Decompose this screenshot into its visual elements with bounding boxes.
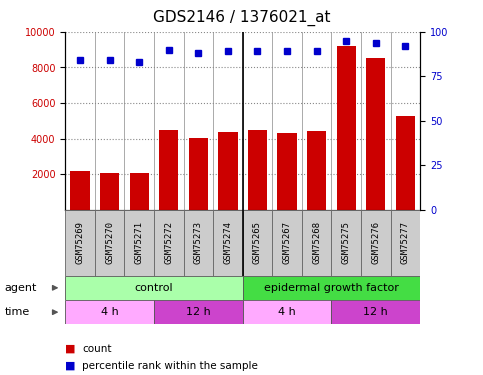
- Text: GDS2146 / 1376021_at: GDS2146 / 1376021_at: [153, 9, 330, 26]
- Text: GSM75276: GSM75276: [371, 221, 380, 264]
- Text: GSM75265: GSM75265: [253, 221, 262, 264]
- Bar: [391, 210, 420, 276]
- Text: time: time: [5, 307, 30, 317]
- Text: ■: ■: [65, 344, 76, 354]
- Bar: [366, 58, 385, 210]
- Bar: [65, 210, 95, 276]
- Bar: [396, 116, 415, 210]
- Text: GSM75270: GSM75270: [105, 221, 114, 264]
- Bar: [213, 210, 242, 276]
- Bar: [277, 132, 297, 210]
- Bar: [248, 130, 267, 210]
- Text: GSM75271: GSM75271: [135, 221, 143, 264]
- Bar: [272, 210, 302, 276]
- Bar: [100, 172, 119, 210]
- Text: agent: agent: [5, 283, 37, 293]
- Text: control: control: [135, 283, 173, 293]
- Bar: [154, 300, 243, 324]
- Bar: [65, 300, 154, 324]
- Bar: [331, 300, 420, 324]
- Bar: [361, 210, 391, 276]
- Text: GSM75274: GSM75274: [224, 221, 232, 264]
- Bar: [65, 276, 242, 300]
- Text: GSM75275: GSM75275: [342, 221, 351, 264]
- Text: GSM75268: GSM75268: [312, 221, 321, 264]
- Bar: [242, 276, 420, 300]
- Bar: [125, 210, 154, 276]
- Bar: [242, 300, 331, 324]
- Text: 4 h: 4 h: [278, 307, 296, 317]
- Bar: [71, 171, 90, 210]
- Text: count: count: [82, 344, 112, 354]
- Text: GSM75269: GSM75269: [75, 221, 85, 264]
- Text: GSM75273: GSM75273: [194, 221, 203, 264]
- Text: GSM75272: GSM75272: [164, 221, 173, 264]
- Text: ■: ■: [65, 361, 76, 370]
- Bar: [159, 130, 178, 210]
- Bar: [218, 132, 238, 210]
- Text: 12 h: 12 h: [186, 307, 211, 317]
- Bar: [302, 210, 331, 276]
- Bar: [189, 138, 208, 210]
- Bar: [184, 210, 213, 276]
- Text: 4 h: 4 h: [101, 307, 118, 317]
- Bar: [331, 210, 361, 276]
- Bar: [337, 46, 356, 210]
- Bar: [129, 174, 149, 210]
- Text: 12 h: 12 h: [364, 307, 388, 317]
- Bar: [95, 210, 125, 276]
- Text: epidermal growth factor: epidermal growth factor: [264, 283, 399, 293]
- Bar: [242, 210, 272, 276]
- Text: GSM75277: GSM75277: [401, 221, 410, 264]
- Text: percentile rank within the sample: percentile rank within the sample: [82, 361, 258, 370]
- Bar: [307, 131, 327, 210]
- Bar: [154, 210, 184, 276]
- Text: GSM75267: GSM75267: [283, 221, 292, 264]
